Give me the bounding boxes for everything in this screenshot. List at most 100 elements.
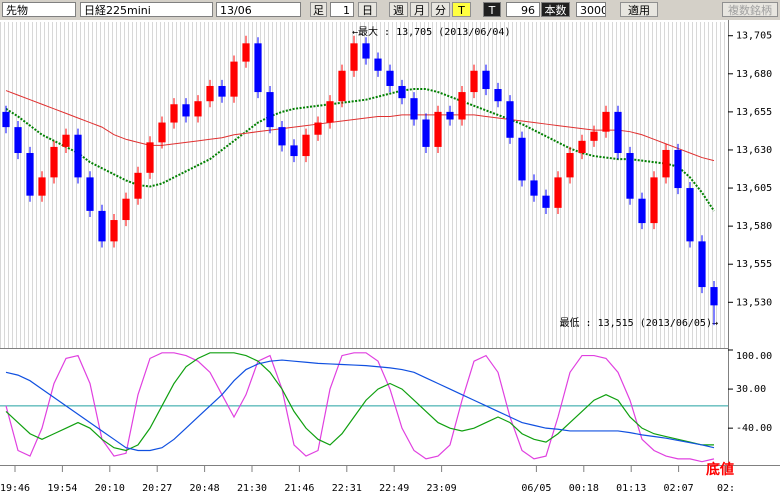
candle-body — [242, 43, 250, 62]
candle-body — [158, 122, 166, 143]
y-tick-label: 30.00 — [736, 384, 766, 395]
candle-body — [290, 145, 298, 157]
max-annotation: ←最大 : 13,705 (2013/06/04) — [352, 25, 510, 38]
oscillator-line — [5, 352, 714, 452]
candle-body — [314, 122, 322, 135]
candle-body — [194, 101, 202, 117]
period-button[interactable]: 分 — [431, 2, 450, 17]
candle-body — [266, 92, 274, 128]
candle-body — [38, 177, 46, 196]
x-tick-label: 01:13 — [616, 483, 646, 494]
candle-body — [422, 119, 430, 147]
candle-body — [686, 188, 694, 242]
candle-body — [518, 137, 526, 181]
candle-body — [542, 195, 550, 208]
x-tick-label: 06/05 — [521, 483, 551, 494]
candle-body — [182, 104, 190, 117]
x-tick-label: 22:49 — [379, 483, 409, 494]
bottom-marker: 底値 — [706, 461, 734, 478]
x-tick-label: 02: — [717, 483, 735, 494]
candle-body — [602, 111, 610, 132]
x-tick-label: 19:54 — [47, 483, 77, 494]
toolbar: 先物 日経225mini 13/06 足 1 日 週 月 分 T T 96 本数… — [0, 0, 780, 20]
moving-average — [5, 90, 715, 162]
chart: ←最大 : 13,705 (2013/06/04) 最低 : 13,515 (2… — [0, 20, 780, 494]
period-button[interactable]: 週 — [389, 2, 408, 17]
candle-body — [590, 131, 598, 141]
y-tick-label: -40.00 — [736, 423, 772, 434]
x-tick-label: 02:07 — [664, 483, 694, 494]
price-panel-bg — [0, 22, 728, 348]
candle-body — [554, 177, 562, 208]
candle-body — [386, 70, 394, 86]
count-label: 本数 — [541, 2, 570, 17]
candle-body — [278, 127, 286, 146]
candle-body — [638, 198, 646, 224]
candle-body — [146, 142, 154, 173]
x-tick-label: 20:27 — [142, 483, 172, 494]
max-bars-input[interactable]: 3000 — [576, 2, 606, 17]
x-tick-label: 20:10 — [95, 483, 125, 494]
y-tick-label: 13,705 — [736, 31, 772, 42]
symbol-select[interactable]: 日経225mini — [80, 2, 213, 17]
candle-body — [110, 220, 118, 242]
y-tick-label: 13,530 — [736, 297, 772, 308]
candle-body — [434, 111, 442, 147]
candle-body — [698, 241, 706, 288]
candle-body — [710, 287, 718, 306]
candle-body — [230, 61, 238, 97]
candle-body — [446, 111, 454, 120]
apply-button[interactable]: 適用 — [620, 2, 658, 17]
candle-body — [374, 58, 382, 71]
candle-body — [614, 111, 622, 154]
candle-body — [254, 43, 262, 93]
candle-body — [650, 177, 658, 224]
candle-body — [350, 43, 358, 71]
x-tick-label: 21:46 — [284, 483, 314, 494]
period-button[interactable]: 日 — [358, 2, 377, 17]
candle-body — [218, 85, 226, 97]
candle-body — [458, 92, 466, 120]
candle-body — [506, 101, 514, 138]
candle-body — [626, 153, 634, 199]
candle-body — [566, 153, 574, 178]
candle-body — [134, 172, 142, 199]
x-tick-label: 19:46 — [0, 483, 30, 494]
count-input[interactable]: 96 — [506, 2, 540, 17]
candle-body — [74, 134, 82, 178]
candle-body — [362, 43, 370, 59]
bar-label: 足 — [310, 2, 327, 17]
month-select[interactable]: 13/06 — [216, 2, 301, 17]
multi-button[interactable]: 複数銘柄 — [722, 2, 778, 17]
x-tick-label: 23:09 — [427, 483, 457, 494]
candle-body — [326, 101, 334, 123]
tick-label: T — [483, 2, 501, 17]
candle-body — [206, 85, 214, 102]
candle-body — [494, 89, 502, 102]
bar-count-input[interactable]: 1 — [330, 2, 354, 17]
oscillator-line — [5, 359, 715, 452]
moving-average — [5, 88, 715, 212]
candle-body — [398, 85, 406, 99]
y-tick-label: 13,580 — [736, 221, 772, 232]
x-tick-label: 21:30 — [237, 483, 267, 494]
y-tick-label: 100.00 — [736, 351, 772, 362]
candle-body — [338, 70, 346, 102]
candle-body — [86, 177, 94, 211]
period-button[interactable]: T — [452, 2, 471, 17]
candle-body — [62, 134, 70, 147]
candle-body — [410, 98, 418, 120]
y-tick-label: 13,630 — [736, 145, 772, 156]
period-button[interactable]: 月 — [410, 2, 429, 17]
candle-body — [2, 111, 10, 128]
candle-body — [122, 198, 130, 221]
x-tick-label: 00:18 — [569, 483, 599, 494]
y-tick-label: 13,605 — [736, 183, 772, 194]
y-tick-label: 13,555 — [736, 259, 772, 270]
market-select[interactable]: 先物 — [2, 2, 76, 17]
x-tick-label: 20:48 — [190, 483, 220, 494]
candle-body — [482, 70, 490, 90]
candle-body — [302, 134, 310, 157]
candle-body — [170, 104, 178, 123]
